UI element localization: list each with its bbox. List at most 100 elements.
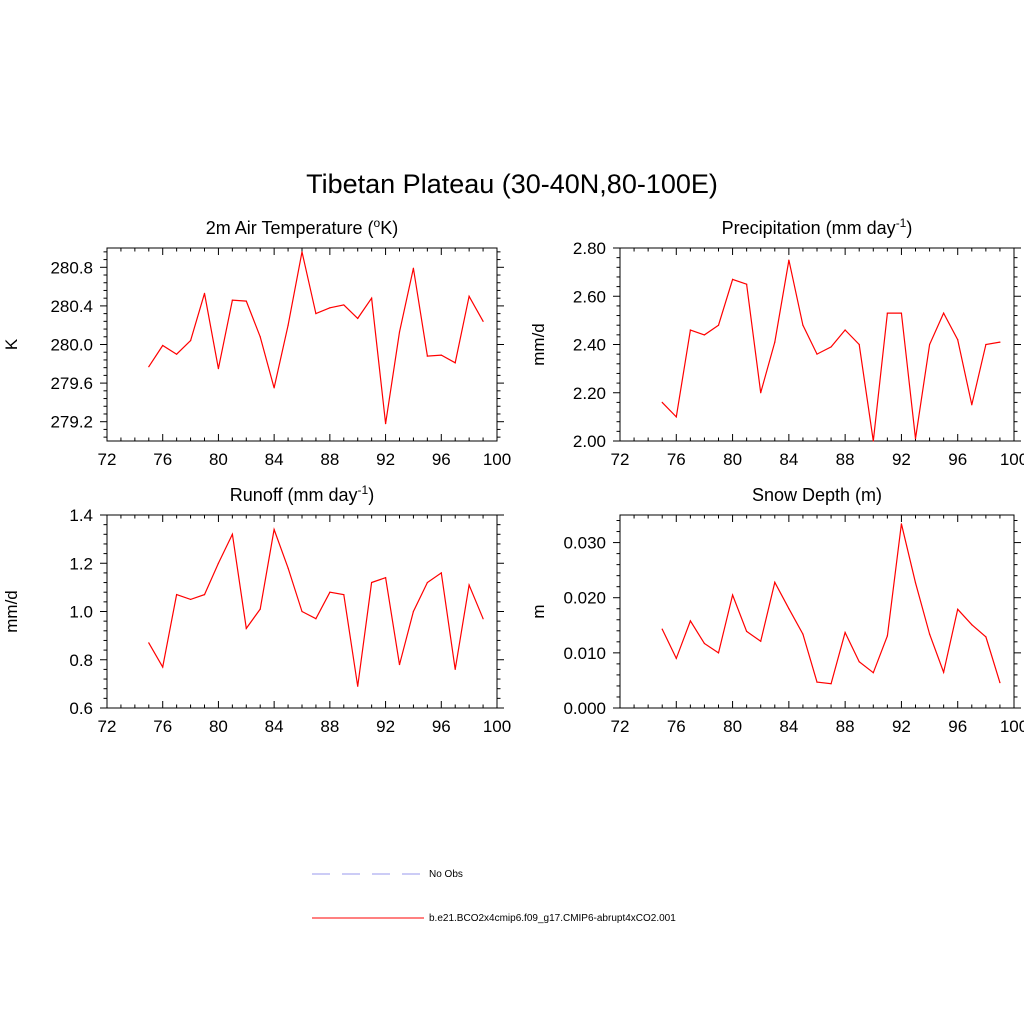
y-tick-label: 0.020 <box>563 589 606 608</box>
data-point <box>914 437 917 440</box>
y-tick-label: 280.0 <box>50 336 93 355</box>
data-point <box>943 671 945 673</box>
y-axis-label: m <box>529 604 548 618</box>
data-point <box>315 313 317 315</box>
x-tick-label: 84 <box>779 450 798 469</box>
x-tick-label: 88 <box>320 717 339 736</box>
data-point <box>259 608 261 610</box>
data-point <box>886 312 888 314</box>
data-point <box>273 528 275 531</box>
data-point <box>468 584 470 586</box>
data-point <box>412 267 415 269</box>
y-tick-label: 0.000 <box>563 699 606 718</box>
panel-2: 72 76 80 84 88 92 96 100 2.00 2.20 2.40 2.60 2.80 mm/… <box>529 216 1024 469</box>
data-point <box>788 259 790 261</box>
data-point <box>231 299 233 301</box>
legend: No Obs b.e21.BCO2x4cmip6.f09_g17.CMIP6-a… <box>312 869 676 924</box>
data-point <box>914 582 917 584</box>
panel-title: Snow Depth (m) <box>752 485 882 505</box>
data-point <box>788 608 790 610</box>
data-point <box>329 591 331 593</box>
data-point <box>717 652 720 654</box>
data-point <box>329 307 331 309</box>
data-point <box>971 404 973 406</box>
data-point <box>717 324 720 326</box>
data-point <box>440 354 442 356</box>
data-point <box>162 666 164 668</box>
data-point <box>384 577 387 579</box>
data-point <box>900 312 903 314</box>
data-point <box>703 334 706 336</box>
y-tick-label: 0.6 <box>69 699 93 718</box>
x-tick-label: 100 <box>1000 450 1024 469</box>
data-point <box>426 581 428 584</box>
legend-model-label: b.e21.BCO2x4cmip6.f09_g17.CMIP6-abrupt4x… <box>429 913 676 924</box>
data-point <box>162 344 164 347</box>
panel-title: Precipitation (mm day-1) <box>722 216 913 238</box>
data-point <box>176 353 178 355</box>
data-point <box>343 304 345 306</box>
data-point <box>176 594 178 596</box>
data-point <box>412 610 415 613</box>
data-point <box>675 657 677 659</box>
data-point <box>287 567 289 569</box>
data-point <box>273 387 275 389</box>
data-point <box>746 283 748 285</box>
x-tick-label: 84 <box>265 717 284 736</box>
data-point <box>760 392 762 394</box>
data-point <box>398 663 401 666</box>
x-tick-label: 92 <box>892 717 911 736</box>
data-point <box>689 620 691 622</box>
y-tick-label: 0.030 <box>563 534 606 553</box>
data-point <box>774 341 776 343</box>
x-tick-label: 92 <box>892 450 911 469</box>
y-tick-label: 279.6 <box>50 374 93 393</box>
data-point <box>440 572 442 574</box>
data-point <box>259 336 261 338</box>
plot-frame <box>106 247 498 442</box>
data-point <box>148 366 150 368</box>
plot-frame <box>619 247 1015 442</box>
data-point <box>661 628 663 630</box>
data-point <box>886 635 888 637</box>
data-point <box>148 642 150 644</box>
x-tick-label: 76 <box>667 717 686 736</box>
panel-4: 72 76 80 84 88 92 96 100 0.000 0.010 0.020 0.030 m Sn… <box>529 485 1024 736</box>
data-point <box>830 683 832 685</box>
data-point <box>203 594 206 596</box>
data-point <box>231 533 233 535</box>
y-tick-label: 0.010 <box>563 644 606 663</box>
data-point <box>357 317 359 320</box>
data-point <box>802 324 804 326</box>
x-tick-label: 72 <box>98 450 117 469</box>
data-point <box>928 633 931 635</box>
data-point <box>482 320 484 322</box>
data-point <box>844 631 846 634</box>
data-point <box>746 630 748 632</box>
data-point <box>900 523 903 525</box>
x-tick-label: 92 <box>376 717 395 736</box>
x-tick-label: 96 <box>432 717 451 736</box>
data-point <box>731 594 734 596</box>
x-tick-label: 88 <box>836 450 855 469</box>
y-tick-label: 1.0 <box>69 603 93 622</box>
x-tick-label: 80 <box>209 717 228 736</box>
data-point <box>731 278 734 280</box>
data-point <box>287 324 289 326</box>
data-point <box>245 300 247 302</box>
data-point <box>844 329 846 331</box>
main-title: Tibetan Plateau (30-40N,80-100E) <box>306 169 718 199</box>
data-point <box>816 353 818 355</box>
x-tick-label: 80 <box>723 450 742 469</box>
data-point <box>774 581 776 583</box>
x-tick-label: 76 <box>153 717 172 736</box>
x-tick-label: 96 <box>948 450 967 469</box>
data-point <box>689 329 691 331</box>
data-point <box>315 618 317 620</box>
data-point <box>371 581 373 584</box>
data-point <box>398 331 401 333</box>
panels: 72 76 80 84 88 92 96 100 279.2 279.6 280.0 280.4 280… <box>2 216 1024 736</box>
panel-title: 2m Air Temperature (oK) <box>206 216 398 238</box>
data-point <box>985 343 987 346</box>
